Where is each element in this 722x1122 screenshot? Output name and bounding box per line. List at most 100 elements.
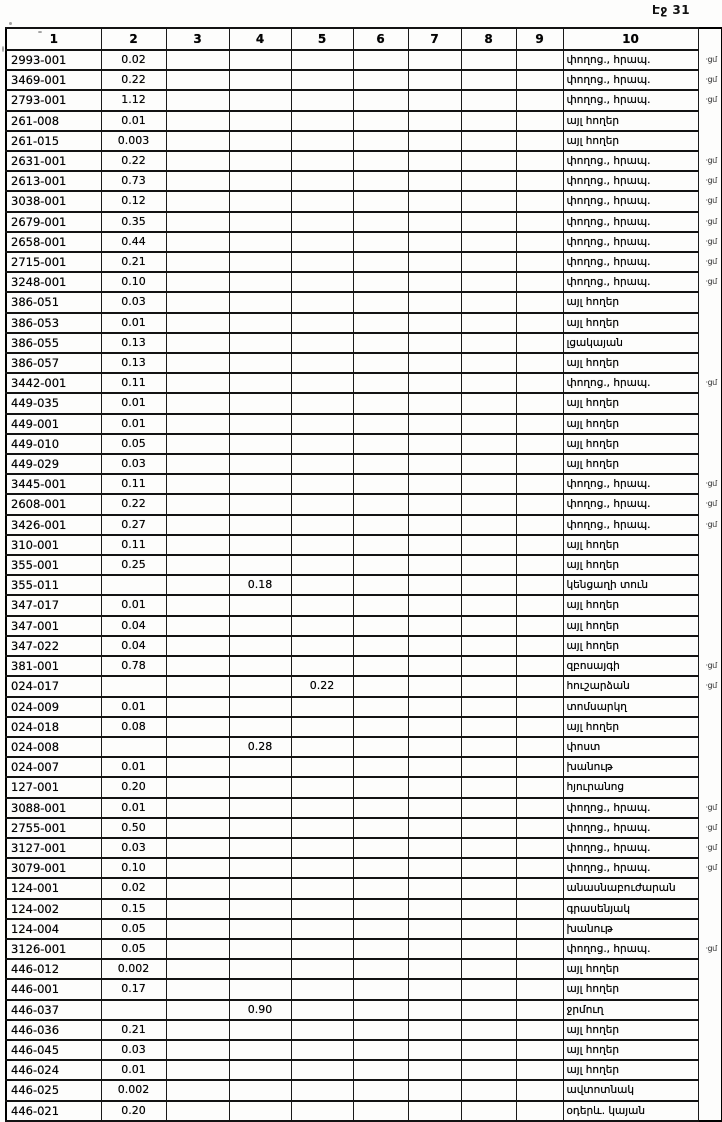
margin-annotation — [698, 393, 722, 413]
table-row: 449-035 0.01 այլ հողեր — [5, 392, 722, 415]
value-cell: 0.21 — [100, 251, 167, 274]
land-use-cell: այլ հողեր — [562, 291, 699, 314]
value-cell — [515, 129, 564, 153]
value-cell — [165, 1099, 230, 1122]
value-cell — [352, 937, 409, 961]
value-cell — [515, 634, 564, 658]
table-row: 3248-001 0.10 փողոց., հրապ. ·ցմ — [5, 271, 722, 294]
value-cell — [165, 210, 230, 233]
value-cell — [290, 695, 354, 718]
value-cell — [407, 372, 462, 395]
column-header-3: 3 — [165, 27, 230, 51]
value-cell — [228, 917, 292, 940]
value-cell — [407, 493, 462, 516]
table-row: 386-051 0.03 այլ հողեր — [5, 291, 722, 314]
margin-annotation — [698, 111, 722, 131]
value-cell — [165, 1038, 230, 1062]
value-cell — [352, 958, 409, 981]
land-use-cell: զբոսայգի — [562, 655, 699, 678]
value-cell — [460, 372, 517, 395]
parcel-code-cell: 2679-001 — [5, 210, 102, 233]
value-cell — [515, 291, 564, 314]
land-use-cell: օդերև. կայան — [562, 1099, 699, 1122]
table-row: 261-008 0.01 այլ հողեր — [5, 109, 722, 132]
value-cell — [165, 311, 230, 334]
margin-annotation — [698, 878, 722, 898]
value-cell — [165, 412, 230, 435]
value-cell — [165, 735, 230, 759]
value-cell — [290, 352, 354, 375]
value-cell — [407, 392, 462, 415]
table-row: 024-017 0.22 հուշարձան ·ցմ — [5, 675, 722, 698]
land-use-cell: փոստ — [562, 735, 699, 759]
value-cell — [228, 150, 292, 173]
value-cell — [352, 1038, 409, 1062]
value-cell — [352, 311, 409, 334]
margin-annotation — [698, 575, 722, 595]
land-use-cell: ջրմուղ — [562, 998, 699, 1021]
value-cell — [228, 311, 292, 334]
land-use-cell: փողոց., հրապ. — [562, 190, 699, 213]
value-cell — [407, 271, 462, 294]
value-cell — [228, 776, 292, 799]
value-cell — [460, 392, 517, 415]
table-row: 3126-001 0.05 փողոց., հրապ. ·ցմ — [5, 937, 722, 961]
value-cell — [407, 897, 462, 920]
table-row: 2715-001 0.21 փողոց., հրապ. ·ցմ — [5, 251, 722, 274]
value-cell: 0.44 — [100, 230, 167, 254]
value-cell — [460, 533, 517, 557]
parcel-code-cell: 024-018 — [5, 715, 102, 738]
value-cell — [165, 675, 230, 698]
parcel-code-cell: 386-053 — [5, 311, 102, 334]
value-cell: 0.22 — [100, 69, 167, 92]
land-use-cell: կենցաղի տուն — [562, 574, 699, 597]
value-cell — [352, 897, 409, 920]
value-cell — [228, 493, 292, 516]
value-cell — [228, 412, 292, 435]
column-header-4: 4 — [228, 27, 292, 51]
value-cell — [352, 877, 409, 900]
table-row: 446-012 0.002 այլ հողեր — [5, 958, 722, 981]
margin-annotation — [698, 131, 722, 151]
value-cell — [352, 453, 409, 476]
value-cell — [515, 836, 564, 860]
table-row: 2631-001 0.22 փողոց., հրապ. ·ցմ — [5, 150, 722, 173]
table-row: 3442-001 0.11 փողոց., հրապ. ·ցմ — [5, 372, 722, 395]
table-row: 024-009 0.01 տոմսարկղ — [5, 695, 722, 718]
value-cell — [228, 271, 292, 294]
land-use-cell: փողոց., հրապ. — [562, 210, 699, 233]
value-cell — [290, 574, 354, 597]
value-cell — [515, 917, 564, 940]
parcel-code-cell: 449-029 — [5, 453, 102, 476]
value-cell: 1.12 — [100, 89, 167, 112]
value-cell — [228, 109, 292, 132]
value-cell — [515, 453, 564, 476]
value-cell: 0.22 — [100, 150, 167, 173]
value-cell — [290, 1099, 354, 1122]
value-cell — [290, 836, 354, 860]
land-use-cell: այլ հողեր — [562, 614, 699, 637]
value-cell — [515, 251, 564, 274]
value-cell — [165, 594, 230, 617]
column-header-8: 8 — [460, 27, 517, 51]
value-cell — [290, 634, 354, 658]
value-cell — [460, 331, 517, 355]
value-cell: 0.08 — [100, 715, 167, 738]
value-cell: 0.05 — [100, 937, 167, 961]
value-cell — [460, 210, 517, 233]
value-cell — [407, 998, 462, 1021]
parcel-code-cell: 3079-001 — [5, 857, 102, 880]
value-cell — [515, 937, 564, 961]
table-row: 124-004 0.05 խանութ — [5, 917, 722, 940]
column-header-7: 7 — [407, 27, 462, 51]
value-cell — [460, 170, 517, 193]
land-use-cell: հյուրանոց — [562, 776, 699, 799]
value-cell — [228, 210, 292, 233]
margin-annotation: ·ցմ — [705, 75, 718, 85]
margin-annotation — [698, 1101, 722, 1121]
value-cell — [407, 150, 462, 173]
value-cell — [407, 1079, 462, 1102]
value-cell — [228, 634, 292, 658]
value-cell — [228, 251, 292, 274]
margin-annotation: ·ցմ — [705, 236, 718, 246]
